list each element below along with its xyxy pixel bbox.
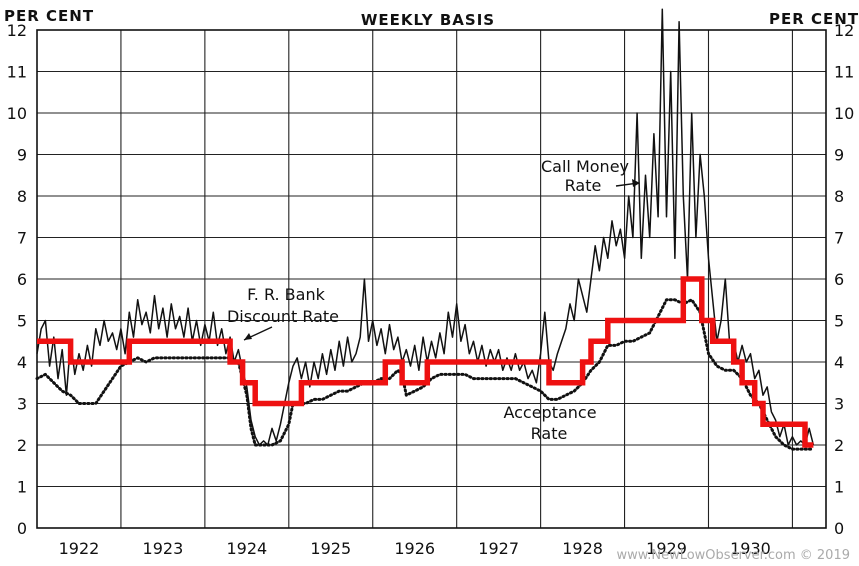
x-tick-label: 1928 [562, 539, 603, 558]
call-arrowhead-icon [632, 179, 640, 187]
y-tick-label-right: 11 [834, 63, 854, 82]
y-tick-label-left: 5 [17, 312, 27, 331]
y-tick-label-left: 4 [17, 353, 27, 372]
y-tick-label-left: 12 [7, 21, 27, 40]
x-tick-label: 1926 [394, 539, 435, 558]
plot-frame [36, 29, 827, 529]
left-axis-unit-label: PER CENT [4, 7, 94, 25]
discount-arrowhead-icon [244, 333, 252, 340]
series-call-money-rate [36, 8, 815, 446]
y-tick-label-right: 9 [834, 146, 844, 165]
y-tick-label-left: 10 [7, 104, 27, 123]
acceptance-annotation: Acceptance Rate [503, 403, 596, 443]
y-tick-label-right: 2 [834, 436, 844, 455]
y-tick-label-left: 1 [17, 478, 27, 497]
y-tick-label-right: 5 [834, 312, 844, 331]
y-tick-label-left: 2 [17, 436, 27, 455]
x-tick-label: 1929 [646, 539, 687, 558]
call-money-annotation: Call Money Rate [541, 157, 640, 195]
x-tick-label: 1930 [730, 539, 771, 558]
x-tick-label: 1925 [310, 539, 351, 558]
acceptance-annotation-line1: Acceptance [503, 403, 596, 422]
y-tick-label-left: 11 [7, 63, 27, 82]
y-tick-label-right: 8 [834, 187, 844, 206]
y-tick-label-right: 6 [834, 270, 844, 289]
y-tick-label-right: 3 [834, 395, 844, 414]
grid [36, 29, 827, 529]
y-tick-label-right: 7 [834, 229, 844, 248]
y-tick-label-left: 3 [17, 395, 27, 414]
x-tick-label: 1923 [143, 539, 184, 558]
call-annotation-line2: Rate [565, 176, 602, 195]
y-tick-label-left: 9 [17, 146, 27, 165]
y-tick-label-right: 10 [834, 104, 854, 123]
series-layer [35, 8, 815, 451]
y-tick-label-left: 7 [17, 229, 27, 248]
acceptance-annotation-line2: Rate [531, 424, 568, 443]
watermark: www.NewLowObserver.com © 2019 [617, 548, 850, 563]
series-acceptance-rate [35, 298, 815, 451]
right-axis-unit-label: PER CENT [769, 10, 859, 28]
y-tick-label-left: 0 [17, 519, 27, 538]
y-tick-label-left: 6 [17, 270, 27, 289]
y-tick-label-right: 0 [834, 519, 844, 538]
discount-rate-annotation: F. R. Bank Discount Rate [227, 285, 339, 341]
y-tick-label-right: 1 [834, 478, 844, 497]
x-tick-label: 1922 [59, 539, 100, 558]
discount-annotation-line2: Discount Rate [227, 307, 339, 326]
y-tick-label-left: 8 [17, 187, 27, 206]
x-tick-label: 1927 [478, 539, 519, 558]
series-f-r-bank-discount-rate [37, 276, 814, 448]
discount-annotation-line1: F. R. Bank [247, 285, 325, 304]
x-axis: 1922 1923 1924 1925 1926 1927 1928 1929 1930 [59, 539, 771, 558]
y-tick-label-right: 4 [834, 353, 844, 372]
y-tick-label-right: 12 [834, 21, 854, 40]
x-tick-label: 1924 [226, 539, 267, 558]
call-annotation-line1: Call Money [541, 157, 629, 176]
chart-title: WEEKLY BASIS [361, 11, 495, 29]
